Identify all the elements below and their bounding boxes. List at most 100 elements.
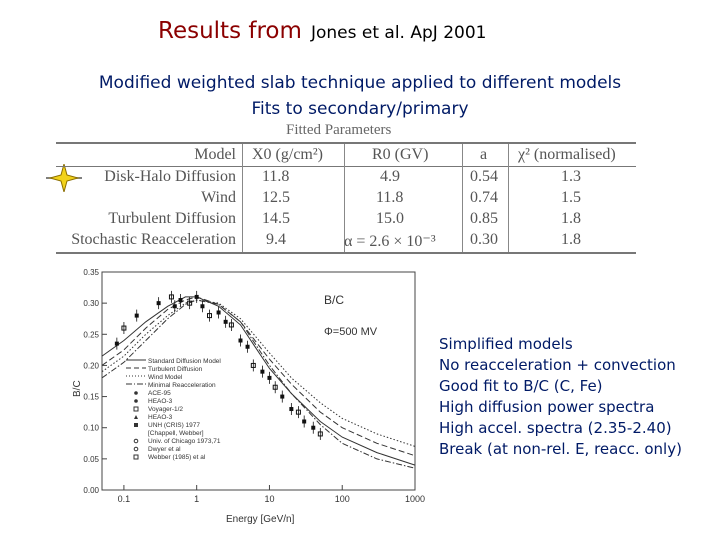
- table-cell: 12.5: [262, 189, 290, 206]
- data-point: [289, 407, 294, 412]
- data-point: [168, 294, 174, 300]
- data-point: [250, 362, 256, 368]
- table-cell: 0.85: [470, 210, 498, 227]
- title-main: Results from: [158, 18, 302, 44]
- legend-entry: HEAO-3: [148, 414, 173, 421]
- table-cell: 0.54: [470, 168, 498, 185]
- table-header: R0 (GV): [372, 146, 429, 163]
- table-cell: 1.5: [561, 189, 581, 206]
- note-item: High diffusion power spectra: [439, 398, 655, 416]
- table-divider: [242, 144, 243, 252]
- y-tick-label: 0.25: [83, 330, 99, 339]
- table-header: Model: [194, 146, 236, 163]
- legend-entry: Standard Diffusion Model: [148, 358, 221, 365]
- data-point: [223, 319, 228, 324]
- note-item: Simplified models: [439, 335, 573, 353]
- subtitle: Modified weighted slab technique applied…: [0, 70, 720, 122]
- y-tick-label: 0.00: [83, 486, 99, 495]
- table-cell: 14.5: [262, 210, 290, 227]
- x-tick-label: 10: [264, 494, 274, 504]
- legend-entry: ACE-95: [148, 390, 171, 397]
- data-point: [245, 344, 250, 349]
- legend-entry: Voyager-1/2: [148, 406, 183, 413]
- data-point: [187, 300, 193, 306]
- data-point: [172, 304, 177, 309]
- plot-legend: Standard Diffusion Model Turbulent Diffu…: [126, 358, 221, 461]
- data-point: [194, 294, 199, 299]
- data-point: [228, 322, 234, 328]
- table-cell: α = 2.6 × 10⁻³: [344, 233, 436, 250]
- table-cell: 11.8: [262, 168, 290, 185]
- x-tick-label: 1000: [405, 494, 425, 504]
- legend-entry: Wind Model: [148, 374, 183, 381]
- plot-ylabel: B/C: [72, 380, 83, 397]
- y-tick-label: 0.05: [83, 455, 99, 464]
- y-tick-label: 0.30: [83, 299, 99, 308]
- table-caption: Fitted Parameters: [286, 122, 392, 138]
- note-item: Break (at non-rel. E, reacc. only): [439, 440, 682, 458]
- fitted-parameters-table: Fitted Parameters Model X0 (g/cm²) R0 (G…: [56, 120, 636, 254]
- notes-list: Simplified models No reacceleration + co…: [439, 334, 682, 460]
- subtitle-line-2: Fits to secondary/primary: [251, 99, 469, 119]
- data-point: [302, 419, 307, 424]
- table-header: X0 (g/cm²): [252, 146, 323, 163]
- table-bottom-rule: [56, 252, 636, 254]
- table-cell: 4.9: [380, 168, 400, 185]
- data-point: [200, 304, 205, 309]
- y-tick-label: 0.35: [83, 268, 99, 277]
- note-item: Good fit to B/C (C, Fe): [439, 377, 603, 395]
- table-cell: 0.74: [470, 189, 498, 206]
- table-header: χ² (normalised): [518, 146, 616, 163]
- data-point: [206, 313, 212, 319]
- model-curve: [101, 296, 416, 466]
- title-reference: Jones et al. ApJ 2001: [310, 23, 487, 43]
- table-cell: 9.4: [266, 231, 286, 248]
- data-point: [216, 310, 221, 315]
- table-cell: 11.8: [376, 189, 404, 206]
- x-tick-label: 1: [194, 494, 199, 504]
- legend-entry: HEAO-3: [148, 398, 173, 405]
- data-point: [295, 409, 301, 415]
- table-divider: [344, 144, 345, 252]
- data-point: [114, 341, 119, 346]
- legend-entry: Turbulent Diffusion: [148, 366, 203, 373]
- note-item: High accel. spectra (2.35-2.40): [439, 419, 672, 437]
- y-tick-label: 0.10: [83, 424, 99, 433]
- y-tick-label: 0.15: [83, 393, 99, 402]
- data-point: [311, 425, 316, 430]
- table-header-rule: [56, 166, 636, 167]
- data-point: [134, 313, 139, 318]
- table-divider: [508, 144, 509, 252]
- plot-label-phi: Φ=500 MV: [324, 326, 378, 338]
- data-point: [121, 325, 127, 331]
- table-cell: 1.8: [561, 210, 581, 227]
- table-cell: Stochastic Reacceleration: [71, 231, 236, 248]
- table-cell: 1.3: [561, 168, 581, 185]
- slide-title: Results from Jones et al. ApJ 2001: [158, 18, 486, 44]
- note-item: No reacceleration + convection: [439, 356, 676, 374]
- star-marker-icon: [46, 164, 82, 192]
- legend-entry: UNH (CRIS) 1977: [148, 422, 200, 429]
- data-point: [267, 375, 272, 380]
- legend-entry: Webber (1985) et al: [148, 454, 206, 461]
- data-point: [156, 301, 161, 306]
- data-point: [317, 431, 323, 437]
- data-point: [178, 298, 183, 303]
- data-point: [272, 384, 278, 390]
- data-point: [238, 338, 243, 343]
- legend-entry: Dwyer et al: [148, 446, 181, 453]
- table-cell: Wind: [201, 189, 236, 206]
- subtitle-line-1: Modified weighted slab technique applied…: [98, 73, 622, 93]
- table-cell: Disk-Halo Diffusion: [104, 168, 236, 185]
- table-cell: 15.0: [376, 210, 404, 227]
- table-cell: Turbulent Diffusion: [108, 210, 236, 227]
- legend-entry: Minimal Reacceleration: [148, 382, 216, 389]
- model-curve: [101, 296, 416, 457]
- x-tick-label: 0.1: [118, 494, 131, 504]
- data-point: [260, 369, 265, 374]
- table-top-rule: [56, 142, 636, 144]
- y-tick-label: 0.20: [83, 361, 99, 370]
- legend-entry: [Chappell, Webber]: [148, 430, 204, 437]
- data-point: [280, 394, 285, 399]
- table-cell: 0.30: [470, 231, 498, 248]
